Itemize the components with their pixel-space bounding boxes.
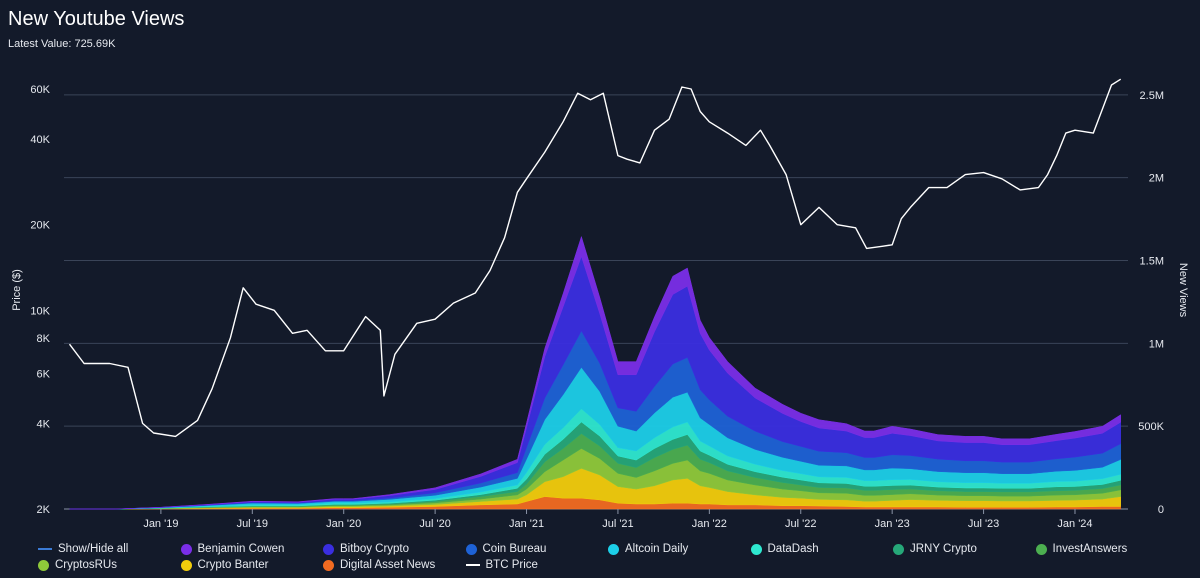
left-axis: 2K 4K 6K 8K 10K 20K 40K 60K (30, 84, 50, 516)
right-tick-label: 1M (1149, 338, 1164, 350)
left-tick-label: 10K (30, 305, 50, 317)
legend-swatch (323, 543, 334, 555)
left-tick-label: 40K (30, 134, 50, 146)
x-tick-label: Jul '23 (968, 518, 999, 530)
right-tick-label: 2.5M (1140, 90, 1164, 102)
right-axis-title: New Views (1177, 263, 1189, 318)
legend-swatch (608, 543, 619, 555)
x-tick-label: Jul '22 (785, 518, 816, 530)
btc-price-line[interactable] (68, 78, 1122, 438)
legend-swatch (1035, 543, 1047, 555)
area-series (69, 235, 1121, 510)
legend-item-cryptosrus[interactable]: CryptosRUs (38, 559, 181, 571)
latest-value: Latest Value: 725.69K (8, 38, 116, 50)
right-tick-label: 500K (1138, 421, 1164, 433)
legend-swatch (180, 543, 192, 555)
x-tick-label: Jul '20 (419, 518, 450, 530)
legend-swatch (465, 564, 480, 566)
legend-label: JRNY Crypto (910, 543, 977, 555)
area-benjamin-cowen[interactable] (69, 235, 1121, 510)
left-tick-label: 8K (37, 333, 51, 345)
left-tick-label: 4K (37, 418, 51, 430)
left-tick-label: 60K (30, 84, 50, 96)
legend-label: Coin Bureau (482, 543, 547, 555)
legend-item-digital-asset-news[interactable]: Digital Asset News (323, 559, 466, 571)
x-tick-label: Jan '19 (143, 518, 178, 530)
legend-label: DataDash (767, 543, 819, 555)
legend-item-investanswers[interactable]: InvestAnswers (1035, 543, 1179, 555)
legend-swatch (465, 543, 477, 555)
right-tick-label: 1.5M (1140, 256, 1164, 268)
left-tick-label: 2K (37, 504, 51, 516)
right-tick-label: 2M (1149, 173, 1164, 185)
legend-item-datadash[interactable]: DataDash (750, 543, 894, 555)
x-tick-label: Jul '21 (602, 518, 633, 530)
x-axis: Jan '19 Jul '19 Jan '20 Jul '20 Jan '21 Jul '… (143, 509, 1093, 530)
legend-item-show-hide-all[interactable]: Show/Hide all (38, 543, 181, 555)
x-tick-label: Jan '20 (326, 518, 361, 530)
legend-item-coin-bureau[interactable]: Coin Bureau (465, 543, 609, 555)
btc-price-line (68, 78, 1122, 438)
legend-label: Bitboy Crypto (340, 543, 410, 555)
legend-swatch (323, 559, 334, 571)
left-axis-title: Price ($) (11, 269, 23, 311)
legend-swatch (38, 559, 49, 571)
legend-item-altcoin-daily[interactable]: Altcoin Daily (608, 543, 751, 555)
legend-label: Show/Hide all (58, 543, 129, 555)
legend: Show/Hide all Benjamin Cowen Bitboy Crypto… (38, 543, 1178, 571)
x-tick-label: Jan '23 (875, 518, 910, 530)
legend-label: InvestAnswers (1052, 543, 1128, 555)
legend-swatch (38, 548, 52, 550)
legend-label: Digital Asset News (340, 559, 436, 571)
x-tick-label: Jan '22 (692, 518, 727, 530)
x-tick-label: Jan '21 (509, 518, 544, 530)
left-tick-label: 20K (30, 220, 50, 232)
legend-label: BTC Price (485, 559, 538, 571)
chart-title: New Youtube Views (8, 8, 185, 30)
left-tick-label: 6K (37, 368, 51, 380)
right-tick-label: 0 (1158, 504, 1164, 516)
x-tick-label: Jan '24 (1057, 518, 1092, 530)
legend-label: Crypto Banter (197, 559, 269, 571)
legend-swatch (180, 559, 192, 571)
right-axis: 0 500K 1M 1.5M 2M 2.5M (1138, 90, 1164, 516)
legend-label: Benjamin Cowen (197, 543, 285, 555)
legend-label: Altcoin Daily (625, 543, 689, 555)
legend-label: CryptosRUs (55, 559, 117, 571)
legend-item-crypto-banter[interactable]: Crypto Banter (180, 559, 324, 571)
legend-item-bitboy-crypto[interactable]: Bitboy Crypto (323, 543, 466, 555)
legend-item-jrny-crypto[interactable]: JRNY Crypto (893, 543, 1036, 555)
x-tick-label: Jul '19 (237, 518, 268, 530)
legend-item-btc-price[interactable]: BTC Price (465, 559, 609, 571)
legend-swatch (893, 543, 904, 555)
legend-swatch (750, 543, 762, 555)
legend-item-benjamin-cowen[interactable]: Benjamin Cowen (180, 543, 324, 555)
chart-area[interactable]: 2K 4K 6K 8K 10K 20K 40K 60K 0 500K 1M 1.5M 2M 2.5M J… (0, 0, 1200, 540)
